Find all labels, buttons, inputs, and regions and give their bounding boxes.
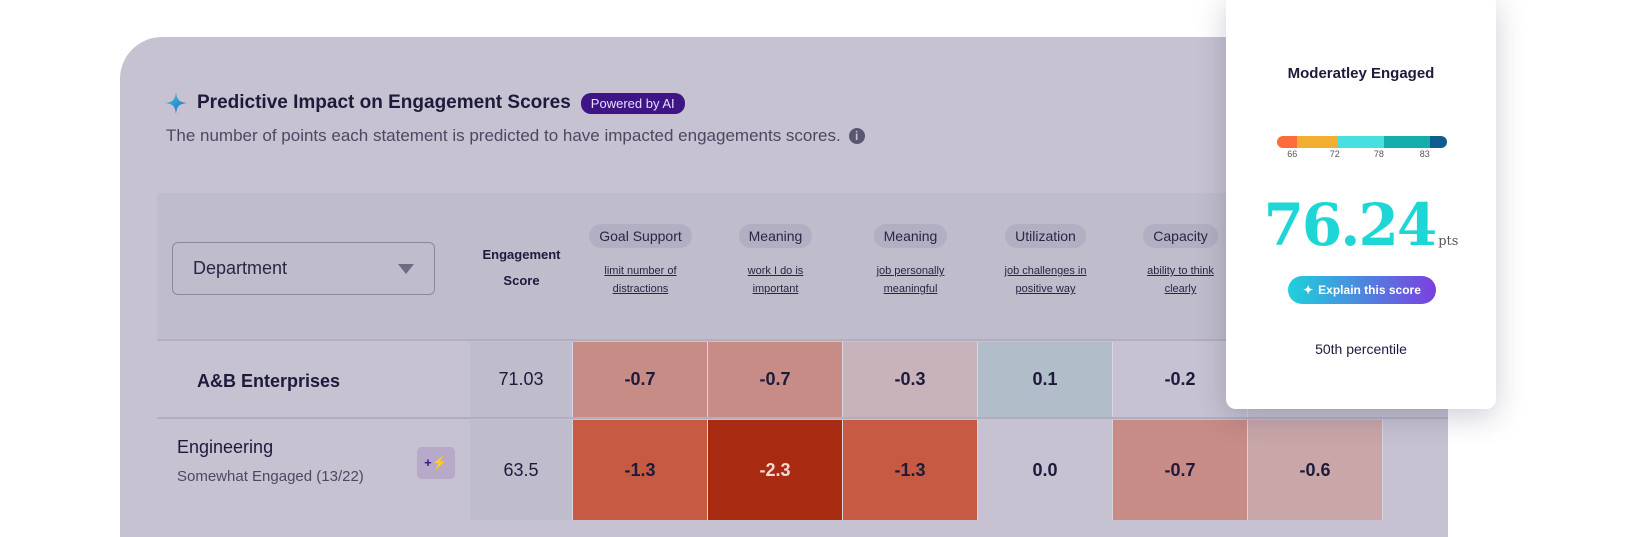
category-pill: Meaning [873,224,948,248]
score-unit: pts [1438,234,1459,249]
impact-cell[interactable]: -0.3 [843,342,978,417]
statement-line: positive way [1015,283,1076,295]
impact-cell[interactable]: 0.1 [978,342,1113,417]
statement-line: distractions [612,283,669,295]
table-row[interactable]: A&B Enterprises 71.03 -0.7 -0.7 -0.3 0.1 -0.2 [157,342,1448,419]
scale-segment [1384,136,1430,148]
statement-line: job personally [876,265,945,277]
column-header: Meaning work I do is important [708,224,843,298]
page-title: Predictive Impact on Engagement Scores [197,92,571,113]
header-line: Engagement [482,247,561,262]
scale-segment [1429,136,1447,148]
impact-cell[interactable]: -0.7 [573,342,708,417]
statement-link[interactable]: job challenges in positive way [978,262,1113,298]
statement-link[interactable]: ability to think clearly [1113,262,1248,298]
impact-cell[interactable]: -1.3 [573,420,708,520]
column-header: Goal Support limit number of distractions [573,224,708,298]
row-name: Engineering [177,437,274,457]
impact-cell[interactable]: -0.7 [708,342,843,417]
column-header: Utilization job challenges in positive way [978,224,1113,298]
statement-line: work I do is [747,265,804,277]
column-header: Capacity ability to think clearly [1113,224,1248,298]
engagement-score-cell: 63.5 [470,420,573,520]
subtitle: The number of points each statement is p… [166,126,865,146]
table-row[interactable]: Engineering Somewhat Engaged (13/22) +⚡ … [157,420,1448,520]
scale-label: 72 [1329,149,1340,159]
percentile: 50th percentile [1315,341,1407,357]
chevron-down-icon [398,264,414,274]
impact-cell[interactable]: -0.2 [1113,342,1248,417]
statement-link[interactable]: work I do is important [708,262,843,298]
statement-link[interactable]: job personally meaningful [843,262,978,298]
statement-line: limit number of [604,265,677,277]
info-icon[interactable]: i [848,128,865,144]
statement-line: ability to think [1147,265,1214,277]
ai-badge: Powered by AI [580,92,685,114]
score-value: 76.24 [1263,191,1438,259]
scale-segment [1297,136,1339,148]
row-subtitle: Somewhat Engaged (13/22) [177,468,364,485]
scale-ticks: 66 72 78 83 [1277,149,1447,161]
action-plan-button[interactable]: +⚡ [417,447,455,479]
statement-line: job challenges in [1004,265,1087,277]
category-pill: Utilization [1005,224,1086,248]
explain-score-button[interactable]: ✦ Explain this score [1288,276,1436,304]
engagement-score-header: Engagement Score [470,242,573,294]
card-title: Moderatley Engaged [1287,65,1435,82]
scale-label: 66 [1287,149,1298,159]
score-display: 76.24 pts [1226,190,1496,260]
impact-cell[interactable]: 0.0 [978,420,1113,520]
statement-line: meaningful [883,283,938,295]
sparkle-icon [165,92,187,114]
impact-cell[interactable]: -0.6 [1248,420,1383,520]
score-scale [1277,136,1447,148]
column-header: Meaning job personally meaningful [843,224,978,298]
impact-cell[interactable]: -1.3 [843,420,978,520]
department-dropdown[interactable]: Department [172,242,435,295]
statement-link[interactable]: limit number of distractions [573,262,708,298]
statement-line: important [752,283,799,295]
explain-label: Explain this score [1318,283,1421,297]
section-header: Predictive Impact on Engagement Scores P… [165,92,685,114]
category-pill: Goal Support [589,224,692,248]
header-line: Score [503,273,540,288]
row-name: A&B Enterprises [197,371,341,391]
statement-line: clearly [1164,283,1197,295]
scale-label: 83 [1419,149,1430,159]
scale-segment [1277,136,1298,148]
impact-cell[interactable]: -0.7 [1113,420,1248,520]
subtitle-text: The number of points each statement is p… [166,126,841,145]
dropdown-value: Department [193,258,288,278]
engagement-score-cell: 71.03 [470,342,573,417]
sparkle-icon: ✦ [1303,283,1314,297]
category-pill: Capacity [1143,224,1218,248]
scale-segment [1338,136,1385,148]
impact-cell[interactable]: -2.3 [708,420,843,520]
score-card: Moderatley Engaged 66 72 78 83 76.24 pts ✦ E… [1226,0,1496,409]
category-pill: Meaning [738,224,813,248]
scale-label: 78 [1373,149,1384,159]
